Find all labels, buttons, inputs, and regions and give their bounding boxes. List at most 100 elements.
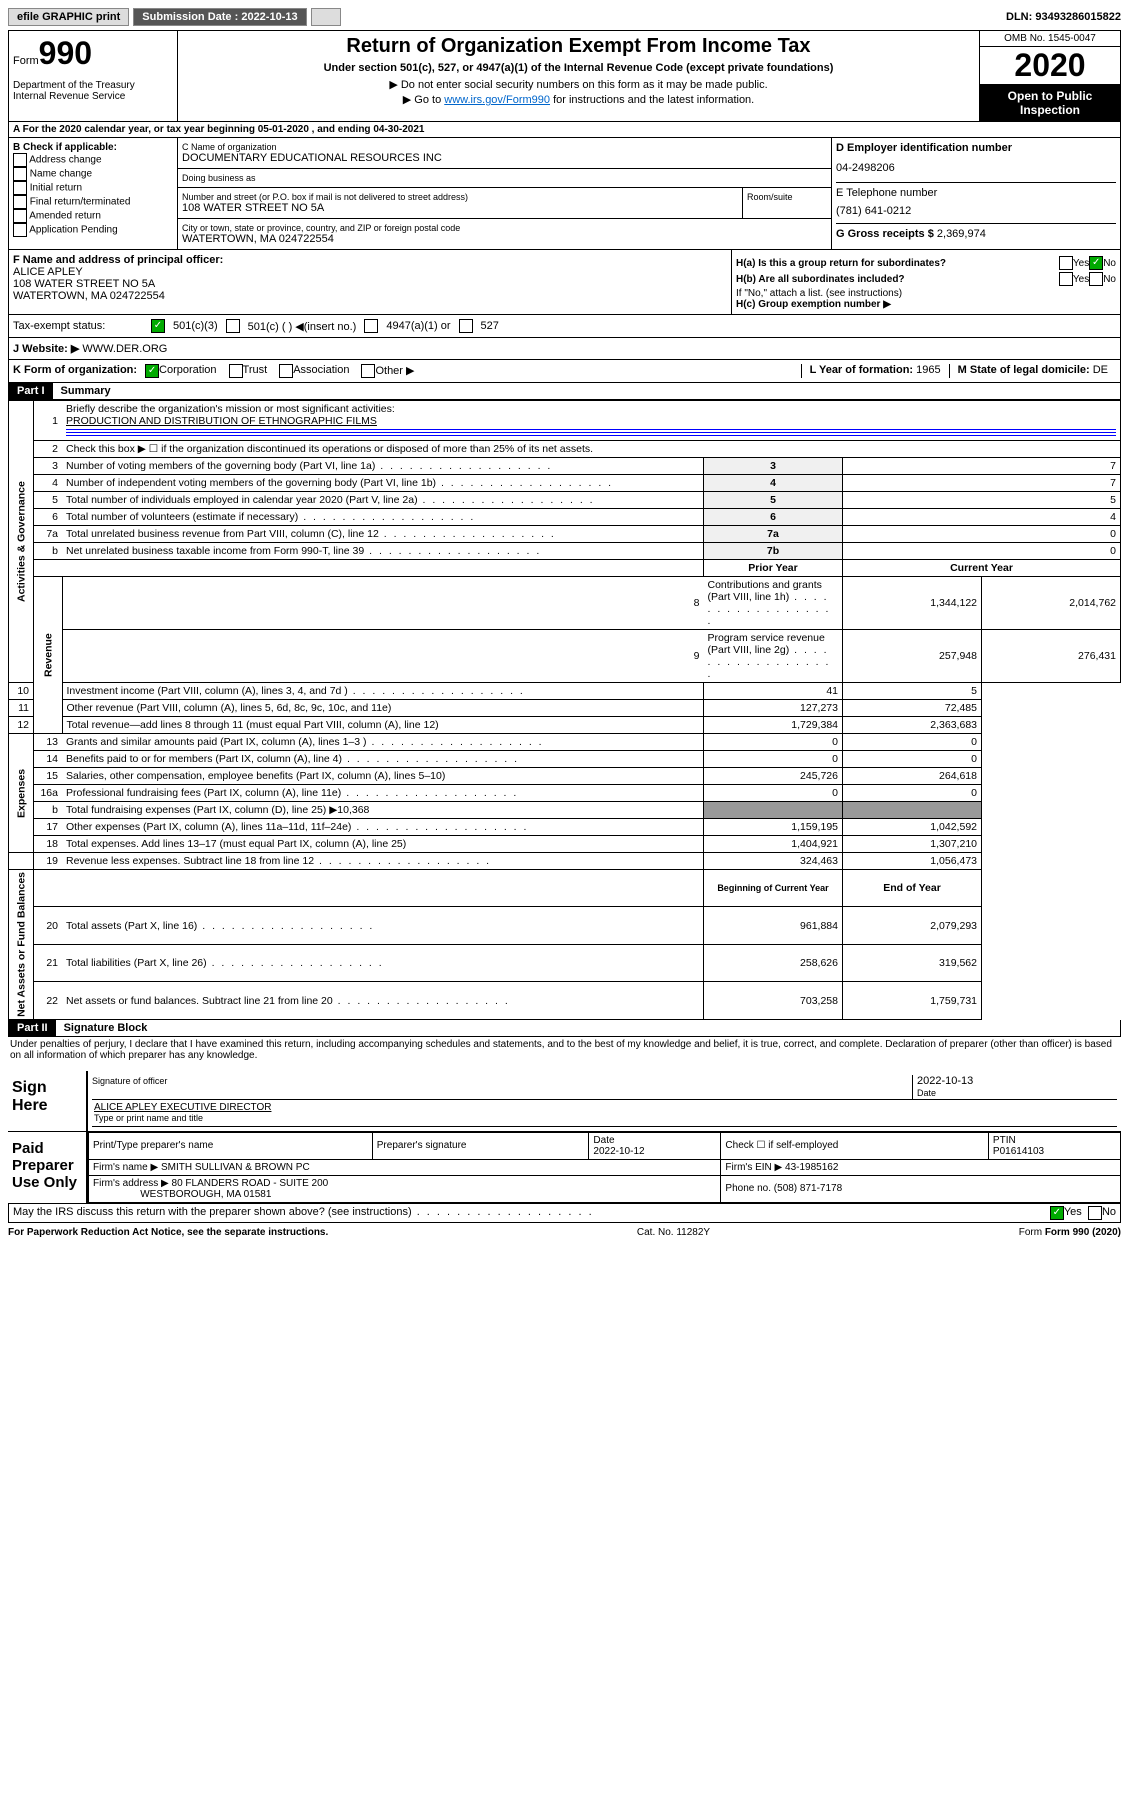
line3-label: Number of voting members of the governin… bbox=[66, 460, 552, 472]
cb-501c[interactable] bbox=[226, 319, 240, 333]
form-word: Form bbox=[13, 55, 39, 67]
status-label: Tax-exempt status: bbox=[13, 320, 143, 332]
line21-label: Total liabilities (Part X, line 26) bbox=[66, 957, 384, 969]
line6-val: 4 bbox=[843, 509, 1121, 526]
officer-box: F Name and address of principal officer:… bbox=[9, 250, 732, 314]
line14-label: Benefits paid to or for members (Part IX… bbox=[66, 753, 519, 765]
line12-label: Total revenue—add lines 8 through 11 (mu… bbox=[67, 719, 439, 731]
ha-no[interactable] bbox=[1089, 256, 1103, 270]
top-bar: efile GRAPHIC print Submission Date : 20… bbox=[8, 8, 1121, 26]
dba-box: Doing business as bbox=[178, 169, 831, 188]
vert-expenses: Expenses bbox=[9, 734, 34, 853]
vert-revenue: Revenue bbox=[34, 577, 63, 734]
discuss-no[interactable] bbox=[1088, 1206, 1102, 1220]
ha-yes[interactable] bbox=[1059, 256, 1073, 270]
firm-addr2: WESTBOROUGH, MA 01581 bbox=[140, 1189, 271, 1200]
city-state-zip: WATERTOWN, MA 024722554 bbox=[182, 233, 827, 245]
vert-governance: Activities & Governance bbox=[9, 401, 34, 683]
org-name-box: C Name of organization DOCUMENTARY EDUCA… bbox=[178, 138, 831, 169]
sign-section: Sign Here Signature of officer2022-10-13… bbox=[8, 1071, 1121, 1223]
form-header: Form990 Department of the Treasury Inter… bbox=[8, 30, 1121, 122]
year-box: OMB No. 1545-0047 2020 Open to Public In… bbox=[979, 31, 1120, 121]
part1-header: Part ISummary bbox=[8, 383, 1121, 400]
cb-4947[interactable] bbox=[364, 319, 378, 333]
part2-header: Part IISignature Block bbox=[8, 1020, 1121, 1037]
cat-number: Cat. No. 11282Y bbox=[637, 1227, 710, 1238]
cb-name[interactable]: Name change bbox=[13, 167, 173, 181]
prep-self-cb[interactable]: Check ☐ if self-employed bbox=[721, 1132, 989, 1159]
firm-addr1: 80 FLANDERS ROAD - SUITE 200 bbox=[172, 1178, 329, 1189]
phone-label: E Telephone number bbox=[836, 187, 1116, 199]
cb-trust[interactable] bbox=[229, 364, 243, 378]
website-row: J Website: ▶ WWW.DER.ORG bbox=[8, 338, 1121, 360]
preparer-table: Print/Type preparer's namePreparer's sig… bbox=[88, 1132, 1121, 1203]
summary-table: Activities & Governance 1 Briefly descri… bbox=[8, 400, 1121, 1020]
cb-amended[interactable]: Amended return bbox=[13, 209, 173, 223]
line16b-label: Total fundraising expenses (Part IX, col… bbox=[66, 804, 369, 816]
line19-label: Revenue less expenses. Subtract line 18 … bbox=[66, 855, 491, 867]
paid-preparer-label: Paid Preparer Use Only bbox=[8, 1132, 86, 1203]
col-b-checkboxes: B Check if applicable: Address change Na… bbox=[9, 138, 178, 249]
hb-no[interactable] bbox=[1089, 272, 1103, 286]
cb-other[interactable] bbox=[361, 364, 375, 378]
section-h: H(a) Is this a group return for subordin… bbox=[732, 250, 1120, 314]
line18-label: Total expenses. Add lines 13–17 (must eq… bbox=[66, 838, 406, 850]
officer-addr1: 108 WATER STREET NO 5A bbox=[13, 278, 727, 290]
line4-val: 7 bbox=[843, 475, 1121, 492]
hb-yes[interactable] bbox=[1059, 272, 1073, 286]
discuss-yes[interactable] bbox=[1050, 1206, 1064, 1220]
dln-label: DLN: 93493286015822 bbox=[1006, 11, 1121, 23]
tax-year: 2020 bbox=[980, 47, 1120, 85]
tax-year-range: A For the 2020 calendar year, or tax yea… bbox=[8, 122, 1121, 138]
current-year-hdr: Current Year bbox=[843, 560, 1121, 577]
line15-label: Salaries, other compensation, employee b… bbox=[66, 770, 445, 782]
cb-initial[interactable]: Initial return bbox=[13, 181, 173, 195]
line8-current: 2,014,762 bbox=[982, 577, 1121, 630]
form-ref: Form Form 990 (2020) bbox=[1019, 1227, 1121, 1238]
signer-name: ALICE APLEY EXECUTIVE DIRECTOR bbox=[94, 1102, 271, 1113]
firm-phone: (508) 871-7178 bbox=[774, 1183, 842, 1194]
line8-prior: 1,344,122 bbox=[843, 577, 982, 630]
sign-date: 2022-10-13 bbox=[917, 1075, 1117, 1087]
sign-here-label: Sign Here bbox=[8, 1071, 86, 1131]
hb-label: H(b) Are all subordinates included? bbox=[736, 274, 1059, 285]
submission-date-button[interactable]: Submission Date : 2022-10-13 bbox=[133, 8, 306, 26]
vert-net-assets: Net Assets or Fund Balances bbox=[9, 870, 34, 1020]
prior-year-hdr: Prior Year bbox=[704, 560, 843, 577]
gross-value: 2,369,974 bbox=[937, 228, 986, 240]
ein-label: D Employer identification number bbox=[836, 142, 1116, 154]
tax-status-row: Tax-exempt status: 501(c)(3) 501(c) ( ) … bbox=[8, 315, 1121, 338]
irs-link[interactable]: www.irs.gov/Form990 bbox=[444, 94, 550, 106]
cb-501c3[interactable] bbox=[151, 319, 165, 333]
ptin-value: P01614103 bbox=[993, 1146, 1044, 1157]
prep-date: 2022-10-12 bbox=[593, 1146, 644, 1157]
form-number-box: Form990 Department of the Treasury Inter… bbox=[9, 31, 178, 121]
line7b-val: 0 bbox=[843, 543, 1121, 560]
org-name: DOCUMENTARY EDUCATIONAL RESOURCES INC bbox=[182, 152, 827, 164]
firm-ein: 43-1985162 bbox=[785, 1162, 838, 1173]
cb-pending[interactable]: Application Pending bbox=[13, 223, 173, 237]
line4-label: Number of independent voting members of … bbox=[66, 477, 613, 489]
firm-name: SMITH SULLIVAN & BROWN PC bbox=[161, 1162, 310, 1173]
prep-sig-hdr: Preparer's signature bbox=[372, 1132, 589, 1159]
line10-label: Investment income (Part VIII, column (A)… bbox=[67, 685, 525, 697]
line5-label: Total number of individuals employed in … bbox=[66, 494, 595, 506]
cb-527[interactable] bbox=[459, 319, 473, 333]
efile-button[interactable]: efile GRAPHIC print bbox=[8, 8, 129, 26]
line17-label: Other expenses (Part IX, column (A), lin… bbox=[66, 821, 528, 833]
begin-year-hdr: Beginning of Current Year bbox=[704, 870, 843, 907]
footer: For Paperwork Reduction Act Notice, see … bbox=[8, 1227, 1121, 1238]
state-domicile: DE bbox=[1093, 364, 1108, 376]
dept-label: Department of the Treasury Internal Reve… bbox=[13, 80, 173, 102]
line16a-label: Professional fundraising fees (Part IX, … bbox=[66, 787, 518, 799]
line22-label: Net assets or fund balances. Subtract li… bbox=[66, 995, 510, 1007]
blank-button bbox=[311, 8, 341, 26]
cb-final[interactable]: Final return/terminated bbox=[13, 195, 173, 209]
section-b-row: B Check if applicable: Address change Na… bbox=[8, 138, 1121, 250]
cb-assoc[interactable] bbox=[279, 364, 293, 378]
open-public-badge: Open to Public Inspection bbox=[980, 85, 1120, 121]
cb-corp[interactable] bbox=[145, 364, 159, 378]
cb-address[interactable]: Address change bbox=[13, 153, 173, 167]
hb-note: If "No," attach a list. (see instruction… bbox=[736, 288, 1116, 299]
officer-addr2: WATERTOWN, MA 024722554 bbox=[13, 290, 727, 302]
